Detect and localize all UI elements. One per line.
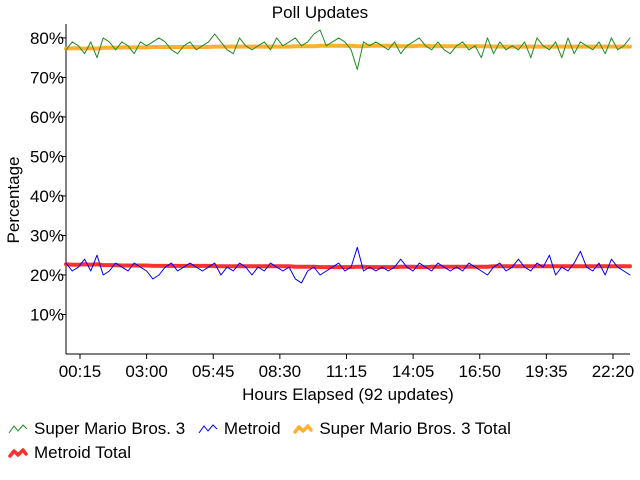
- legend-label-smb3: Super Mario Bros. 3: [34, 419, 186, 438]
- chart-title: Poll Updates: [272, 3, 368, 22]
- y-tick-label: 20%: [30, 266, 64, 285]
- x-tick-label: 22:20: [592, 362, 635, 381]
- x-tick-label: 11:15: [326, 362, 367, 381]
- legend-label-smb3-total: Super Mario Bros. 3 Total: [319, 419, 511, 438]
- legend-item-smb3: Super Mario Bros. 3: [8, 418, 185, 440]
- x-tick-label: 03:00: [125, 362, 168, 381]
- x-axis-label: Hours Elapsed (92 updates): [242, 385, 454, 404]
- legend-item-smb3-total: Super Mario Bros. 3 Total: [293, 418, 511, 440]
- legend-label-metroid: Metroid: [223, 419, 281, 438]
- legend-swatch-metroid-total: [8, 448, 28, 458]
- x-tick-label: 05:45: [192, 362, 235, 381]
- y-tick-label: 30%: [30, 226, 64, 245]
- y-tick-label: 50%: [30, 147, 64, 166]
- x-tick-label: 19:35: [525, 362, 568, 381]
- plot-area: 10% 20% 30% 40% 50% 60% 70% 80% 00:15 03:00 05:45 0…: [30, 24, 634, 381]
- legend-swatch-smb3-total: [293, 424, 314, 434]
- x-tick-label: 16:50: [458, 362, 501, 381]
- legend-label-metroid-total: Metroid Total: [34, 443, 132, 462]
- series-line-super-mario-bros-3: [65, 29, 631, 70]
- y-tick-label: 60%: [30, 108, 64, 127]
- legend-swatch-metroid: [198, 424, 218, 434]
- x-tick-label: 14:05: [392, 362, 435, 381]
- x-tick-label: 08:30: [259, 362, 302, 381]
- y-tick-label: 70%: [30, 68, 64, 87]
- y-axis-label: Percentage: [4, 157, 23, 244]
- poll-updates-chart: Poll Updates 10% 20% 30% 40% 50% 60% 70% 80% 00:…: [4, 3, 634, 404]
- x-tick-label: 00:15: [59, 362, 102, 381]
- legend-swatch-smb3: [8, 424, 28, 434]
- series-line-metroid: [65, 246, 631, 284]
- y-tick-label: 80%: [30, 29, 64, 48]
- chart-legend: Super Mario Bros. 3 Metroid Super Mario …: [8, 418, 628, 466]
- y-tick-label: 40%: [30, 187, 64, 206]
- y-tick-label: 10%: [30, 305, 64, 324]
- legend-item-metroid-total: Metroid Total: [8, 442, 131, 464]
- series-line-metroid-total: [64, 262, 632, 270]
- legend-item-metroid: Metroid: [198, 418, 281, 440]
